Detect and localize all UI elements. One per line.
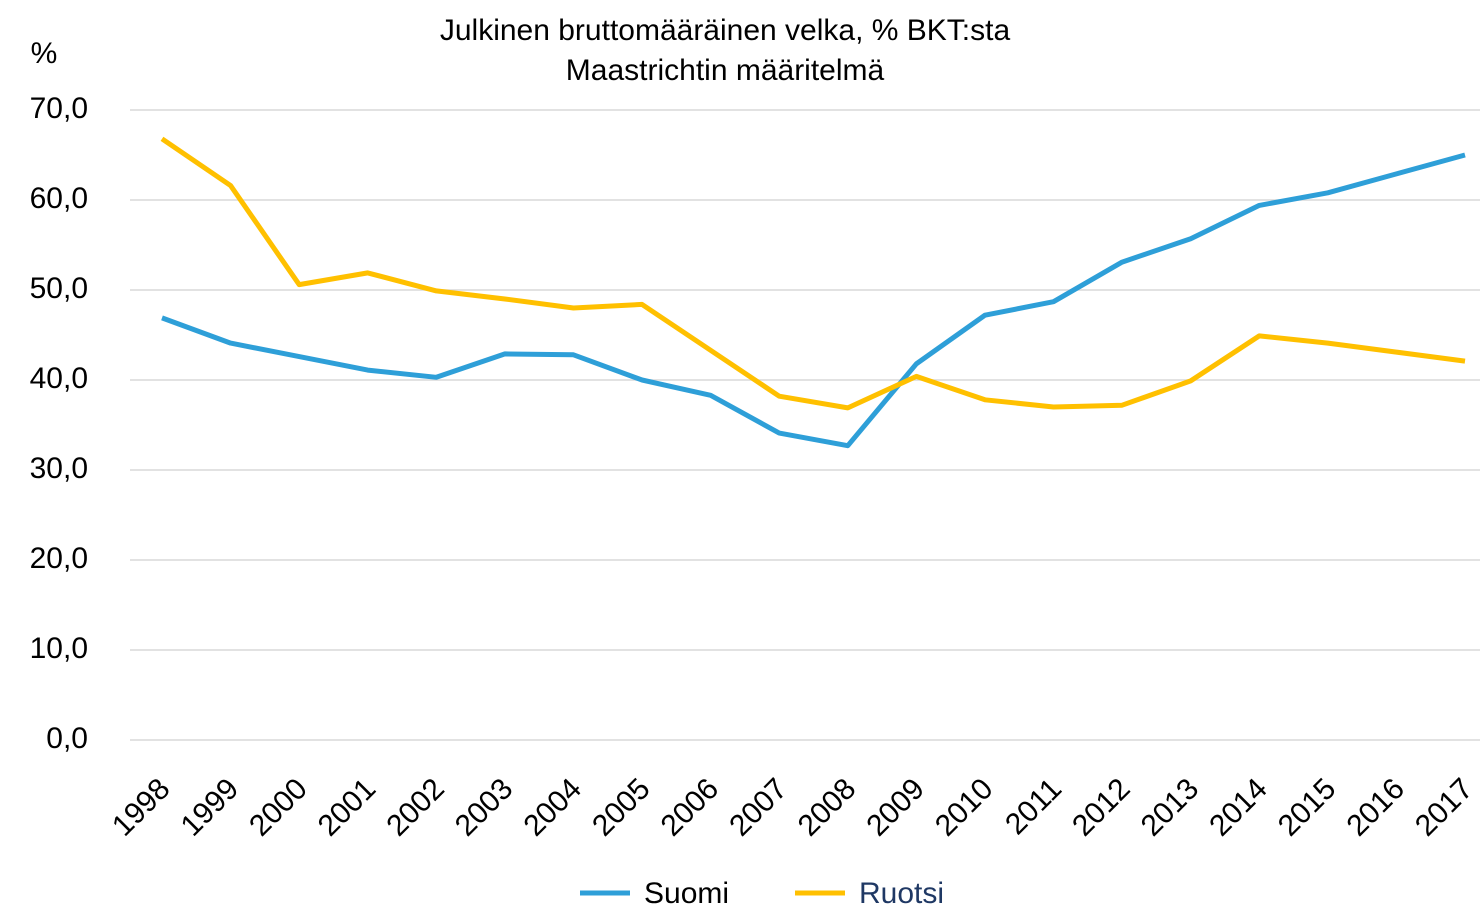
x-tick-label: 2000 <box>243 772 314 843</box>
x-tick-label: 2007 <box>723 772 794 843</box>
y-tick-label: 0,0 <box>46 722 88 755</box>
chart-title: Julkinen bruttomääräinen velka, % BKT:st… <box>440 14 1011 47</box>
x-tick-label: 2006 <box>655 772 726 843</box>
y-tick-label: 70,0 <box>30 92 88 125</box>
x-tick-label: 2010 <box>929 772 1000 843</box>
x-tick-label: 2012 <box>1066 772 1137 843</box>
legend-label: Ruotsi <box>859 877 944 910</box>
x-tick-label: 2014 <box>1203 772 1274 843</box>
x-tick-label: 2011 <box>999 772 1068 841</box>
x-tick-label: 2009 <box>860 772 931 843</box>
y-tick-label: 60,0 <box>30 182 88 215</box>
x-tick-label: 2003 <box>449 772 520 843</box>
x-tick-label: 2004 <box>517 772 588 843</box>
y-axis-label: % <box>31 37 58 70</box>
legend-label: Suomi <box>644 877 729 910</box>
y-tick-label: 50,0 <box>30 272 88 305</box>
x-tick-label: 2001 <box>312 772 383 843</box>
series-line <box>161 152 1466 449</box>
y-tick-label: 10,0 <box>30 632 88 665</box>
y-tick-label: 40,0 <box>30 362 88 395</box>
x-tick-label: 2002 <box>380 772 451 843</box>
x-tick-label: 1998 <box>106 772 177 843</box>
x-tick-label: 2016 <box>1340 772 1411 843</box>
x-tick-label: 2005 <box>586 772 657 843</box>
x-tick-label: 2015 <box>1272 772 1343 843</box>
chart-subtitle: Maastrichtin määritelmä <box>566 54 885 87</box>
y-tick-label: 30,0 <box>30 452 88 485</box>
x-tick-label: 2008 <box>792 772 863 843</box>
x-tick-label: 2013 <box>1135 772 1206 843</box>
x-tick-label: 1999 <box>175 772 246 843</box>
series-line <box>160 136 1466 411</box>
x-tick-label: 2017 <box>1409 772 1480 843</box>
y-tick-label: 20,0 <box>30 542 88 575</box>
